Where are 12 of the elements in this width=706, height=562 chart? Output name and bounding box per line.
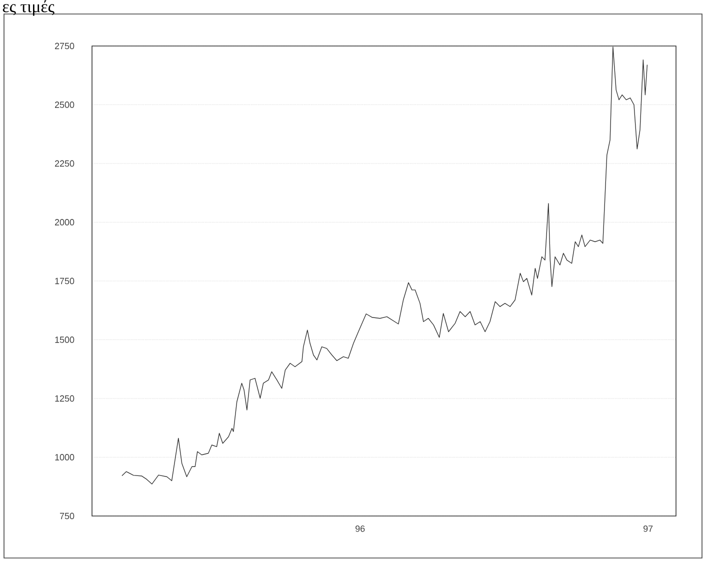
y-tick-label: 750 — [60, 512, 74, 520]
y-tick-label: 2250 — [54, 160, 74, 167]
y-tick-label: 2750 — [54, 42, 74, 50]
y-tick-label: 2500 — [54, 102, 74, 108]
y-tick-label: 1250 — [55, 395, 74, 402]
y-tick-label: 1000 — [55, 454, 74, 460]
chart-title: ες τιμές — [2, 0, 54, 16]
y-tick-label: 2000 — [54, 219, 74, 226]
x-tick-label: 97 — [644, 526, 653, 532]
y-tick-label: 1500 — [55, 336, 74, 343]
x-tick-label: 96 — [356, 526, 365, 532]
y-tick-label: 1750 — [55, 278, 74, 284]
